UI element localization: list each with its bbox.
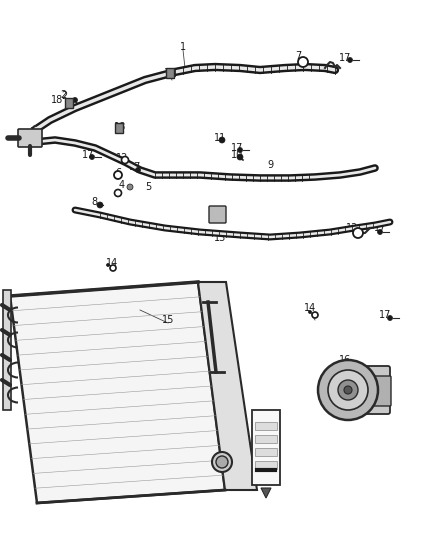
Circle shape	[127, 184, 133, 190]
Circle shape	[114, 171, 122, 179]
Bar	[65, 98, 73, 108]
Text: 8: 8	[91, 197, 97, 207]
Text: 13: 13	[214, 233, 226, 243]
Circle shape	[378, 230, 382, 235]
Circle shape	[73, 98, 78, 102]
Circle shape	[308, 311, 311, 313]
Bar	[255, 435, 277, 443]
FancyBboxPatch shape	[367, 376, 391, 406]
Circle shape	[344, 386, 352, 394]
Text: 10: 10	[231, 150, 243, 160]
Circle shape	[216, 456, 228, 468]
Circle shape	[353, 228, 363, 238]
Text: 18: 18	[114, 122, 126, 132]
Polygon shape	[261, 488, 271, 498]
Text: 5: 5	[145, 182, 151, 192]
Bar	[255, 422, 277, 430]
Circle shape	[347, 58, 353, 62]
Circle shape	[338, 380, 358, 400]
Text: 17: 17	[231, 143, 243, 153]
Text: 4: 4	[119, 180, 125, 190]
FancyBboxPatch shape	[18, 129, 42, 147]
Bar	[252, 410, 280, 485]
Text: 17: 17	[339, 53, 351, 63]
Bar	[3, 290, 11, 410]
Text: 2: 2	[60, 90, 66, 100]
Circle shape	[237, 148, 243, 152]
Polygon shape	[198, 282, 257, 490]
Text: 7: 7	[295, 51, 301, 61]
FancyBboxPatch shape	[209, 206, 226, 223]
Circle shape	[318, 360, 378, 420]
FancyBboxPatch shape	[336, 366, 390, 414]
Bar	[115, 123, 123, 133]
Circle shape	[219, 137, 225, 143]
Circle shape	[121, 157, 128, 164]
Text: 17: 17	[374, 223, 386, 233]
Bar	[255, 461, 277, 469]
Text: 3: 3	[29, 127, 35, 137]
Text: 11: 11	[214, 133, 226, 143]
Circle shape	[106, 263, 110, 266]
Circle shape	[135, 167, 141, 173]
Text: 12: 12	[346, 223, 358, 233]
Bar	[166, 68, 174, 78]
Text: 6: 6	[115, 168, 121, 178]
Bar	[255, 448, 277, 456]
Circle shape	[298, 57, 308, 67]
Text: 9: 9	[267, 160, 273, 170]
Text: 18: 18	[51, 95, 63, 105]
Text: 2: 2	[61, 91, 67, 101]
Polygon shape	[10, 282, 225, 503]
Text: 15: 15	[162, 315, 174, 325]
Circle shape	[110, 265, 116, 271]
Circle shape	[312, 312, 318, 318]
Circle shape	[212, 452, 232, 472]
Circle shape	[114, 190, 121, 197]
Text: 14: 14	[106, 258, 118, 268]
Text: 20: 20	[256, 415, 268, 425]
Text: 14: 14	[304, 303, 316, 313]
Circle shape	[328, 370, 368, 410]
Text: 17: 17	[379, 310, 391, 320]
Text: 16: 16	[339, 355, 351, 365]
Text: 19: 19	[209, 207, 221, 217]
Text: 18: 18	[164, 68, 176, 78]
Circle shape	[388, 316, 392, 320]
Circle shape	[97, 202, 103, 208]
Text: 17: 17	[129, 162, 141, 172]
Text: 17: 17	[82, 150, 94, 160]
Circle shape	[89, 155, 95, 159]
Text: 12: 12	[116, 153, 128, 163]
Circle shape	[237, 154, 243, 160]
Text: 1: 1	[180, 42, 186, 52]
